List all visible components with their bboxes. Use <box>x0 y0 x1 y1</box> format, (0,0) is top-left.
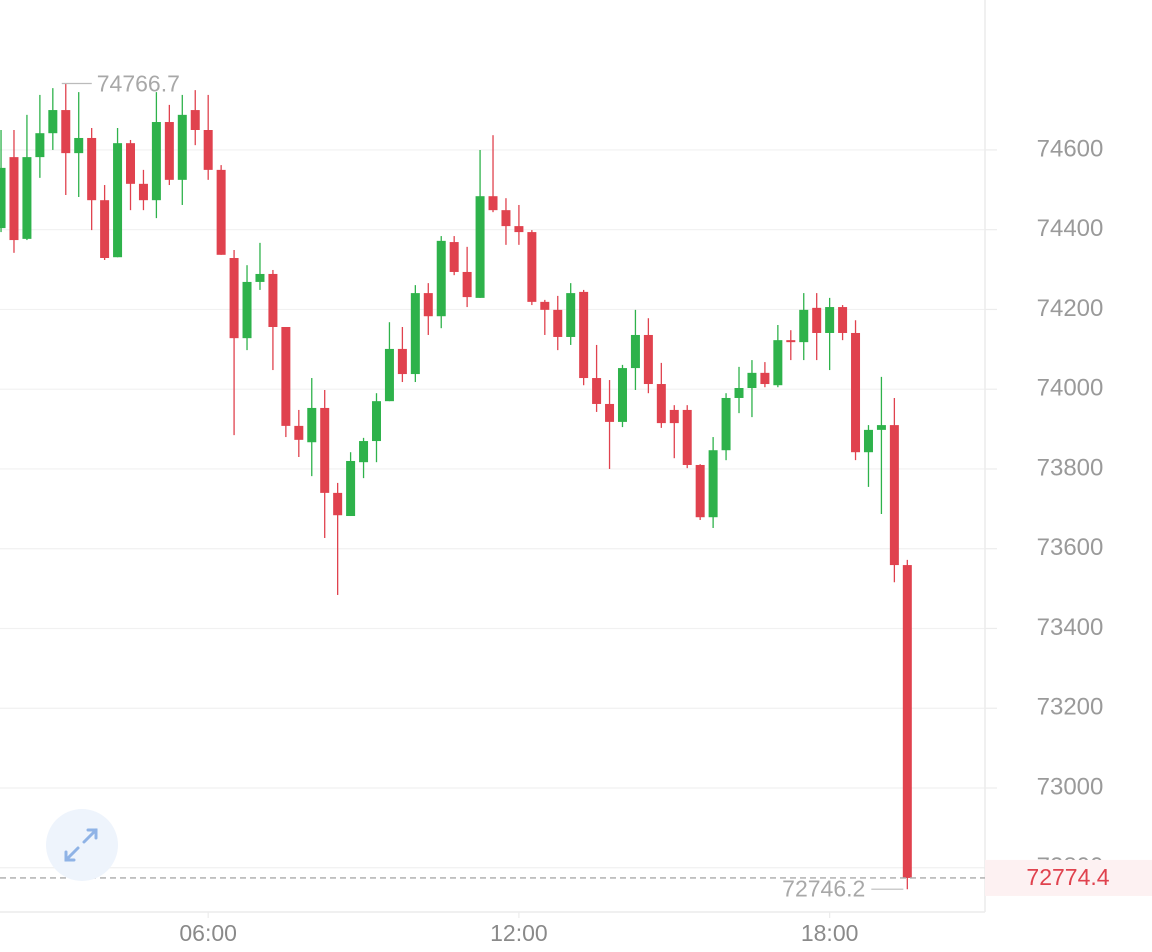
candle-body <box>203 130 213 170</box>
candle-body <box>22 157 32 239</box>
candle-body <box>799 309 809 343</box>
low-label: 72746.2 <box>782 875 865 901</box>
expand-button[interactable] <box>46 809 118 881</box>
candle-body <box>682 409 692 465</box>
last-price-tag <box>985 859 1152 896</box>
candle-body <box>889 425 899 566</box>
expand-bg[interactable] <box>46 809 118 881</box>
candle-body <box>423 293 433 317</box>
candle-body <box>384 348 394 402</box>
candle-body <box>320 407 330 493</box>
candle-body <box>514 226 524 233</box>
candle-body <box>242 281 252 339</box>
candle-body <box>605 403 615 422</box>
candle-body <box>630 334 640 369</box>
candle-body <box>851 332 861 453</box>
candle-body <box>708 450 718 518</box>
candle-body <box>566 293 576 337</box>
candle-body <box>786 340 796 343</box>
candle-body <box>825 307 835 333</box>
candle-body <box>527 232 537 302</box>
candle-body <box>902 565 912 878</box>
candle-body <box>410 293 420 375</box>
candle-body <box>553 309 563 337</box>
candle-body <box>74 137 84 154</box>
y-tick-label: 74400 <box>1037 215 1104 242</box>
candle-body <box>307 407 317 443</box>
candle-body <box>229 258 239 339</box>
candle-body <box>281 326 291 426</box>
candle-body <box>48 110 58 134</box>
candle-body <box>734 388 744 398</box>
x-tick-label: 18:00 <box>801 920 859 946</box>
y-tick-label: 73600 <box>1037 534 1104 561</box>
y-tick-label: 73200 <box>1037 694 1104 721</box>
y-tick-label: 73800 <box>1037 454 1104 481</box>
candle-body <box>488 196 498 211</box>
candle-body <box>462 271 472 298</box>
high-label: 74766.7 <box>97 71 180 97</box>
candle-body <box>100 200 110 259</box>
candle-body <box>138 183 148 201</box>
candles <box>0 83 912 890</box>
y-tick-label: 74200 <box>1037 295 1104 322</box>
candle-body <box>617 368 627 422</box>
candle-body <box>760 372 770 385</box>
candle-body <box>35 133 45 158</box>
candle-body <box>333 492 343 516</box>
candle-body <box>876 425 886 430</box>
expand-icon[interactable] <box>64 828 98 862</box>
candle-body <box>113 143 123 258</box>
candle-body <box>216 169 226 255</box>
candle-body <box>268 273 278 327</box>
y-tick-label: 74000 <box>1037 375 1104 402</box>
candle-body <box>863 429 873 453</box>
candle-body <box>164 122 174 180</box>
candle-body <box>579 291 589 379</box>
candle-body <box>747 372 757 389</box>
candle-body <box>501 210 511 227</box>
candle-body <box>151 122 161 201</box>
candle-body <box>773 340 783 386</box>
candle-body <box>87 137 97 201</box>
candle-body <box>475 196 485 298</box>
x-tick-label: 06:00 <box>179 920 237 946</box>
candle-body <box>126 143 136 184</box>
candle-body <box>656 384 666 424</box>
candle-body <box>294 425 304 440</box>
candle-body <box>592 378 602 404</box>
candle-body <box>449 242 459 272</box>
candle-body <box>359 441 369 463</box>
x-tick-label: 12:00 <box>490 920 548 946</box>
candle-body <box>0 167 6 229</box>
y-tick-label: 73400 <box>1037 614 1104 641</box>
candle-body <box>371 401 381 442</box>
candle-body <box>255 273 265 282</box>
grid <box>0 149 997 918</box>
candle-body <box>61 110 71 154</box>
candle-body <box>643 334 653 385</box>
candle-body <box>9 157 19 241</box>
candle-body <box>695 464 705 518</box>
y-tick-label: 74600 <box>1037 135 1104 162</box>
candle-body <box>721 397 731 451</box>
candle-body <box>812 307 822 333</box>
candle-body <box>436 240 446 317</box>
candle-body <box>838 307 848 333</box>
last-price-label: 72774.4 <box>1026 864 1109 890</box>
candle-body <box>540 301 550 310</box>
candle-body <box>190 110 200 131</box>
candle-body <box>397 348 407 375</box>
y-tick-label: 73000 <box>1037 773 1104 800</box>
candle-body <box>177 114 187 180</box>
candle-body <box>346 460 356 517</box>
candle-body <box>669 409 679 424</box>
labels: 7280073000732007340073600738007400074200… <box>0 71 1152 946</box>
